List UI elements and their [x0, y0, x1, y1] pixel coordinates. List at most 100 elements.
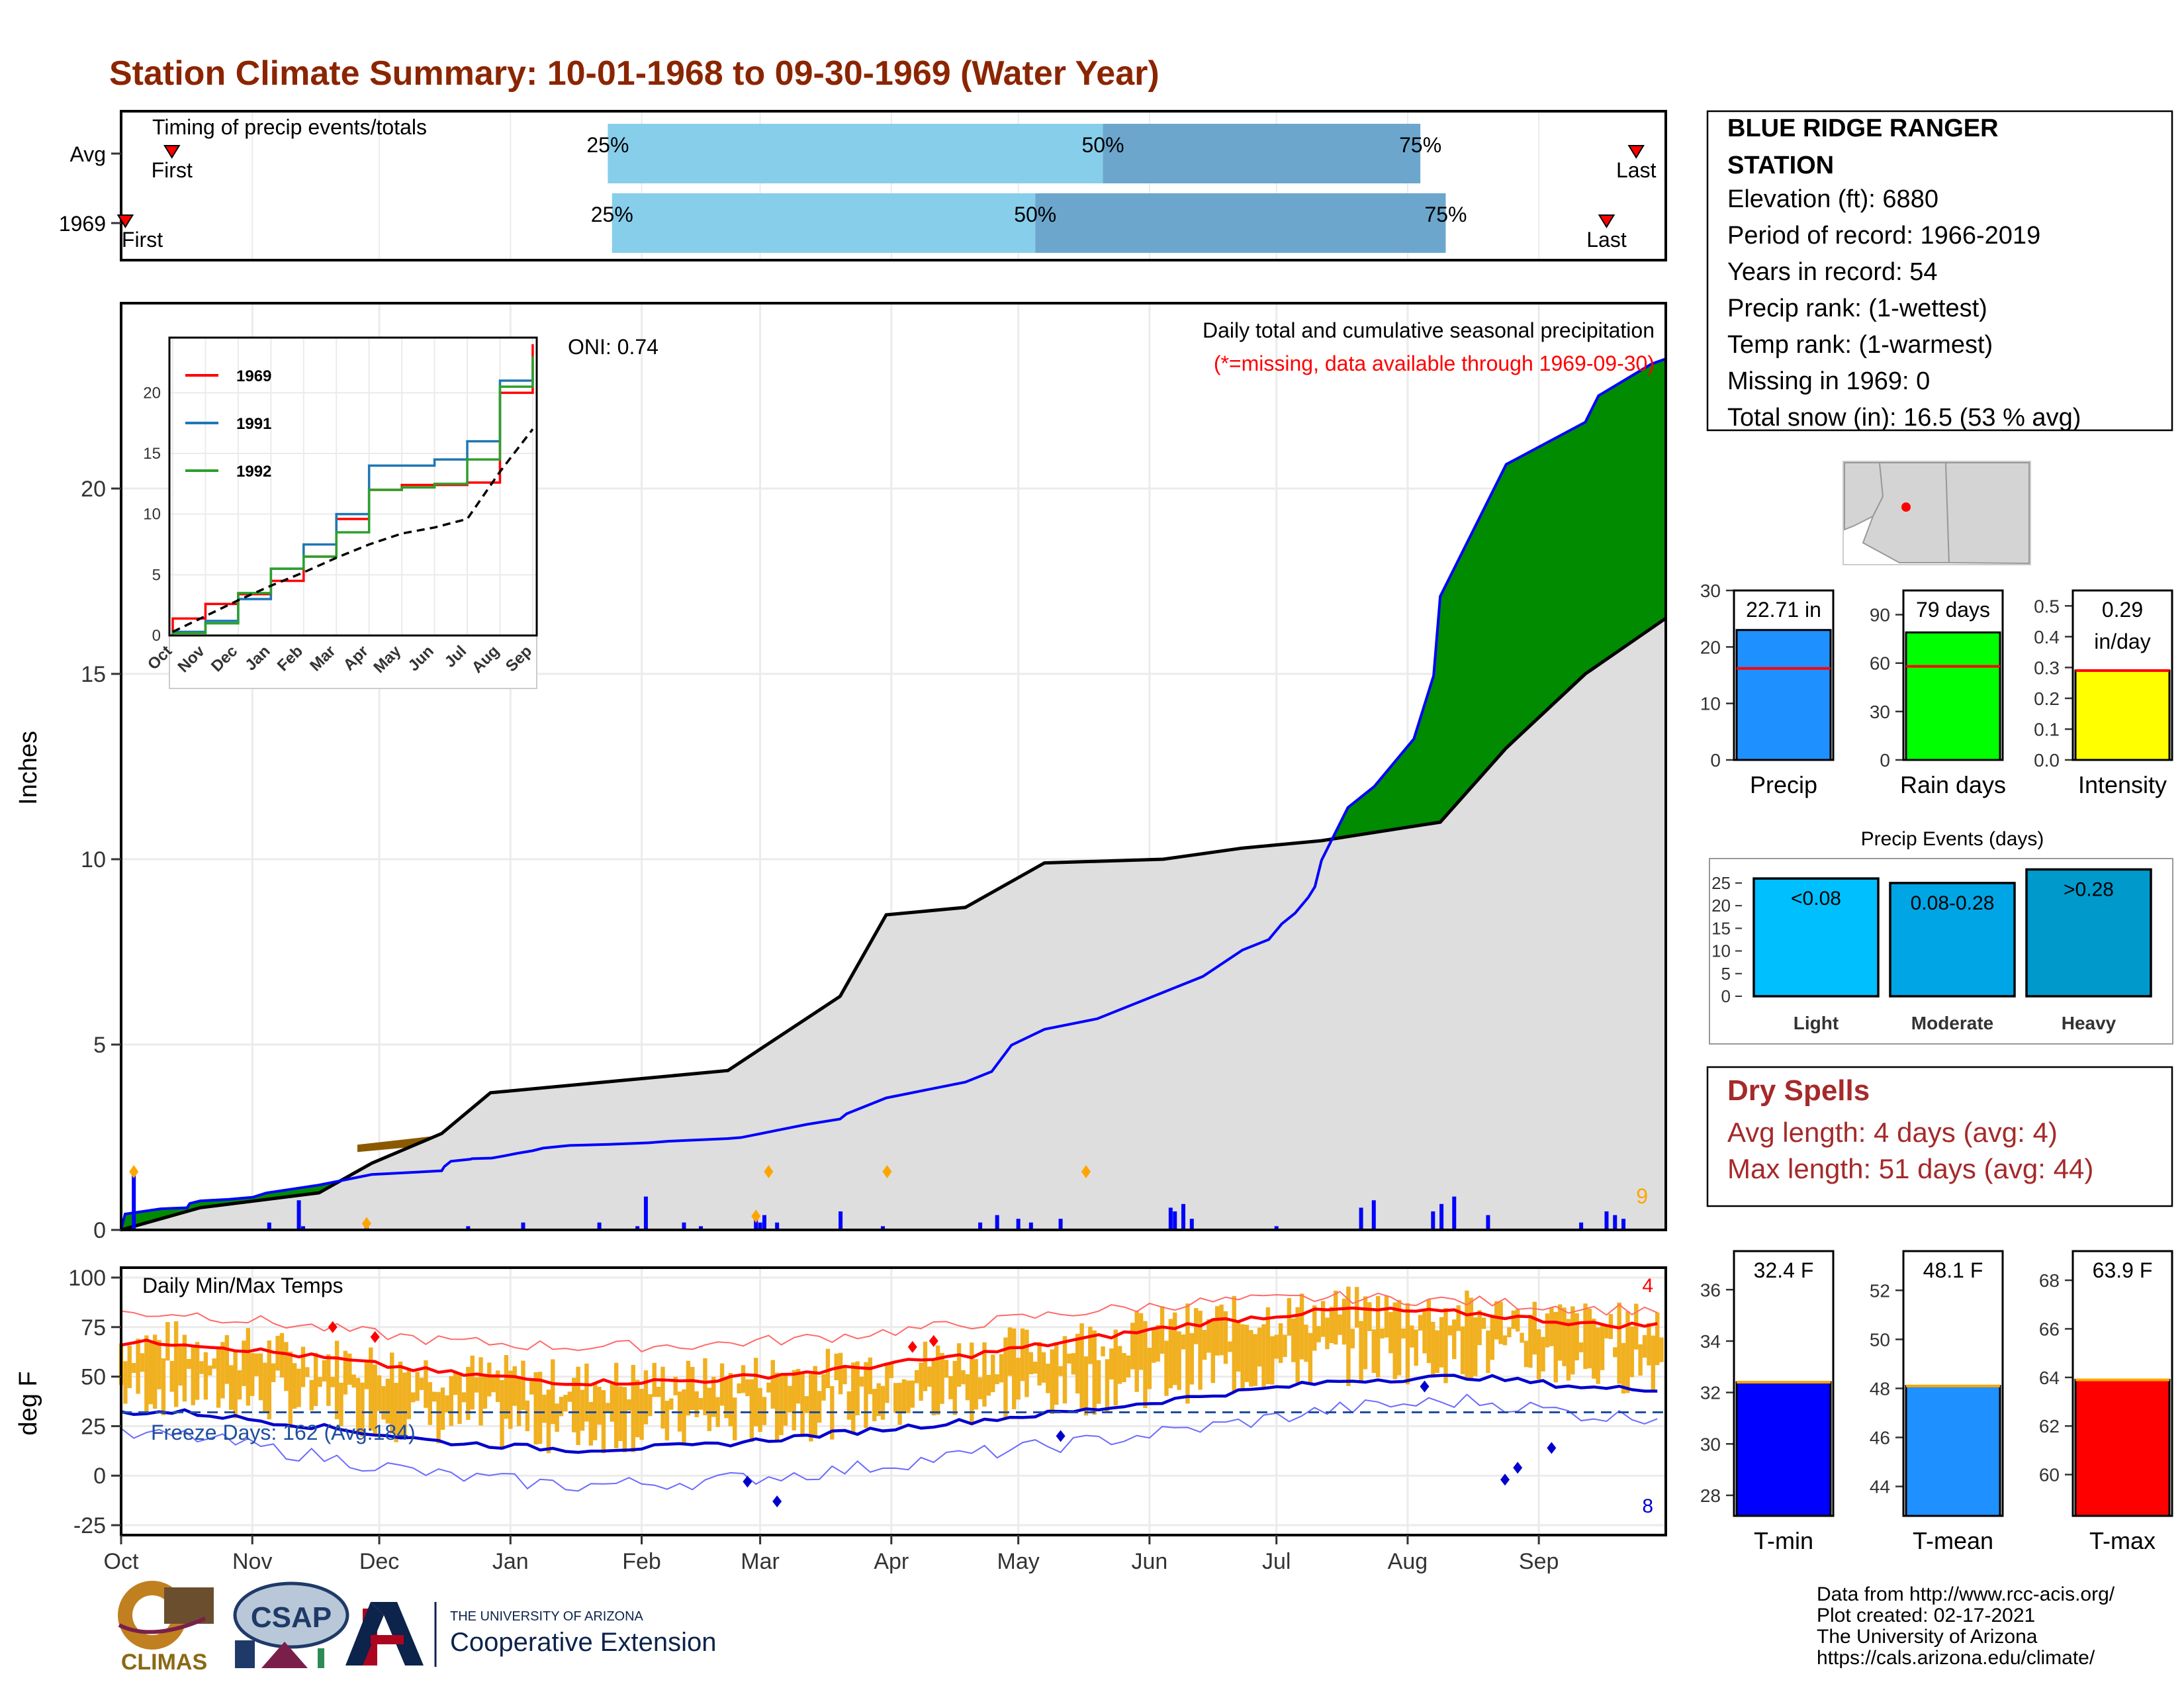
dry-spells-title: Dry Spells: [1727, 1074, 1870, 1107]
temp-range-bar: [457, 1372, 462, 1425]
temp-range-bar: [504, 1355, 509, 1419]
coop-text: Cooperative Extension: [450, 1628, 716, 1657]
temp-range-bar: [889, 1362, 894, 1378]
temp-range-bar: [216, 1348, 221, 1408]
events-chart: 05 10 15 20 25 <0.08 Light 0.08-0.28 Moderate >0.…: [1711, 868, 2152, 1033]
temp-range-bar: [1359, 1321, 1363, 1383]
temp-range-bar: [1583, 1303, 1588, 1370]
temp-range-bar: [1481, 1317, 1486, 1329]
daily-precip-bar: [643, 1196, 648, 1230]
average-area: [121, 618, 1666, 1230]
daily-precip-bar: [881, 1226, 886, 1230]
daily-precip-bar: [839, 1211, 843, 1230]
temp-range-bar: [1418, 1315, 1423, 1331]
temp-range-bar: [733, 1397, 737, 1440]
stat-y-tick: 28: [1700, 1485, 1721, 1506]
temp-range-bar: [774, 1372, 780, 1442]
info-line: Period of record: 1966-2019: [1727, 222, 2040, 250]
daily-precip-bar: [597, 1222, 602, 1230]
event-category-label: Heavy: [2062, 1013, 2116, 1033]
temp-range-bar: [1232, 1295, 1236, 1392]
stat-bar: [1905, 631, 2001, 761]
temp-range-bar: [355, 1378, 361, 1436]
temp-range-bar: [682, 1389, 686, 1443]
temp-range-bar: [521, 1360, 525, 1411]
temp-range-bar: [660, 1366, 665, 1429]
temp-range-bar: [1592, 1319, 1596, 1379]
temp-range-bar: [369, 1347, 373, 1430]
temp-range-bar: [707, 1387, 712, 1431]
temp-range-bar: [868, 1357, 873, 1395]
temp-range-bar: [1647, 1323, 1651, 1366]
temp-range-bar: [1177, 1331, 1181, 1390]
temp-range-bar: [512, 1366, 517, 1406]
temp-range-bar: [445, 1395, 449, 1413]
temp-range-bar: [711, 1376, 716, 1417]
temp-range-bar: [1152, 1329, 1156, 1363]
temp-range-bar: [402, 1372, 407, 1437]
temp-range-bar: [529, 1381, 534, 1395]
temp-range-bar: [788, 1385, 792, 1413]
temp-range-bar: [698, 1397, 704, 1410]
freeze-days: Freeze Days: 162 (Avg:184): [151, 1421, 416, 1444]
stat-y-tick: 0.1: [2034, 719, 2060, 739]
temp-range-bar: [779, 1376, 784, 1435]
temp-range-bar: [631, 1364, 635, 1452]
stat-label: Precip: [1750, 771, 1817, 798]
temp-range-bar: [1202, 1330, 1207, 1360]
stat-y-tick: 32: [1700, 1383, 1721, 1403]
temp-range-bar: [525, 1400, 530, 1432]
temp-range-bar: [360, 1382, 365, 1437]
inset-line-average: [172, 428, 534, 633]
temp-range-bar: [1388, 1312, 1393, 1354]
last-marker: [1627, 145, 1645, 159]
stat-label: T-mean: [1913, 1527, 1993, 1554]
stat-y-tick: 60: [1870, 653, 1890, 674]
temp-range-bar: [1270, 1336, 1275, 1385]
daily-precip-bar: [762, 1215, 766, 1230]
temp-range-bar: [1460, 1326, 1465, 1374]
first-marker: [116, 214, 134, 228]
temp-range-bar: [982, 1342, 987, 1407]
precip-y-label: Inches: [15, 731, 42, 805]
precip-panel: 0 5 10 15 20 Inches Daily total and cumulati…: [15, 302, 1667, 1243]
event-range-label: >0.28: [2064, 878, 2114, 900]
temp-range-bar: [1109, 1348, 1114, 1380]
temp-range-bar: [339, 1382, 343, 1427]
temp-range-bar: [1138, 1313, 1144, 1370]
timing-p25-label: 25%: [591, 203, 633, 226]
daily-precip-bar: [995, 1215, 999, 1230]
temp-range-bar: [1189, 1333, 1195, 1385]
temp-range-bar: [271, 1363, 276, 1382]
temp-range-bar: [1304, 1325, 1308, 1362]
temp-range-bar: [1392, 1302, 1397, 1380]
temp-range-bar: [872, 1389, 877, 1421]
daily-precip-bar: [1058, 1219, 1063, 1230]
temp-range-bar: [364, 1361, 369, 1389]
extreme-marker: [1081, 1165, 1091, 1178]
temp-range-bar: [1316, 1326, 1321, 1342]
temp-range-bar: [1198, 1311, 1203, 1390]
temp-range-bar: [1050, 1349, 1054, 1415]
temp-range-bar: [1126, 1355, 1131, 1378]
page-title: Station Climate Summary: 10-01-1968 to 0…: [109, 54, 1160, 93]
temp-range-bar: [284, 1342, 289, 1391]
temp-range-bar: [1168, 1319, 1173, 1389]
temp-range-bar: [931, 1361, 936, 1416]
extreme-marker: [129, 1165, 139, 1178]
temp-range-bar: [343, 1350, 348, 1395]
temp-range-bar: [648, 1394, 653, 1417]
temp-stat-bars: 28 30 32 34 36 32.4 F T-min 44 46 48 50 52 48.1 F T-m…: [1700, 1250, 2173, 1554]
temp-range-bar: [237, 1370, 242, 1400]
temp-range-bar: [639, 1389, 644, 1440]
temp-line-avg-max: [120, 1306, 1658, 1387]
inset-frame: [168, 336, 538, 637]
temp-range-bar: [474, 1377, 479, 1393]
timing-bar-25-50: [612, 193, 1036, 253]
events-y-tick: 10: [1711, 941, 1731, 961]
average-cumulative-line: [120, 616, 1667, 1232]
stat-y-tick: 90: [1870, 605, 1890, 626]
info-line: Temp rank: (1-warmest): [1727, 331, 1993, 359]
temp-range-bar: [919, 1362, 923, 1401]
temp-range-bar: [1655, 1312, 1660, 1366]
